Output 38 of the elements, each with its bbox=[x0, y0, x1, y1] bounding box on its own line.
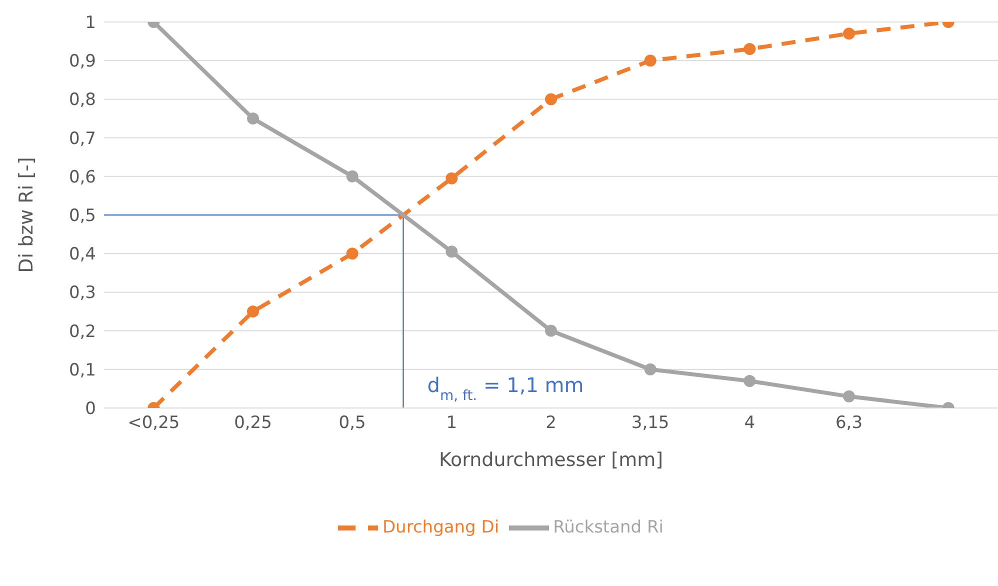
y-tick-label: 0,8 bbox=[68, 90, 96, 110]
x-tick-label: 3,15 bbox=[631, 413, 670, 434]
y-tick-label: 0,1 bbox=[68, 360, 96, 380]
x-tick-label: 1 bbox=[446, 413, 458, 434]
point bbox=[644, 363, 656, 376]
x-tick-label: 2 bbox=[546, 413, 556, 434]
y-tick-label: 0,5 bbox=[68, 206, 96, 226]
point bbox=[744, 374, 756, 387]
point bbox=[247, 306, 259, 318]
point bbox=[843, 28, 855, 40]
y-tick-label: 0,2 bbox=[68, 322, 96, 342]
y-axis-title: Di bzw Ri [-] bbox=[16, 157, 38, 273]
point bbox=[446, 246, 458, 258]
y-tick-label: 0,3 bbox=[68, 283, 96, 304]
point bbox=[247, 112, 259, 124]
x-tick-label: 4 bbox=[744, 413, 756, 434]
point bbox=[744, 43, 756, 56]
point bbox=[545, 93, 557, 106]
x-tick-label: 6,3 bbox=[835, 413, 863, 434]
y-tick-label: 0,7 bbox=[68, 128, 96, 149]
legend-label: Durchgang Di bbox=[382, 518, 500, 538]
point bbox=[346, 248, 358, 260]
point bbox=[644, 54, 656, 67]
x-tick-label: 0,5 bbox=[338, 413, 366, 434]
x-axis-title: Korndurchmesser [mm] bbox=[438, 449, 664, 471]
y-tick-label: 0,9 bbox=[68, 52, 96, 72]
point bbox=[346, 170, 358, 182]
point bbox=[545, 324, 557, 337]
y-tick-label: 0,4 bbox=[68, 244, 96, 265]
x-tick-label: <0,25 bbox=[128, 413, 180, 434]
point bbox=[446, 172, 458, 184]
x-tick-label: 0,25 bbox=[234, 413, 272, 434]
y-tick-label: 0 bbox=[85, 399, 96, 420]
y-tick-label: 0,6 bbox=[68, 167, 96, 188]
annotation: d$_{m, ft.}$ = 1,1 mm bbox=[427, 373, 584, 404]
y-tick-label: 1 bbox=[85, 13, 96, 34]
legend-label: Rückstand Ri bbox=[553, 518, 664, 538]
point bbox=[843, 390, 855, 402]
